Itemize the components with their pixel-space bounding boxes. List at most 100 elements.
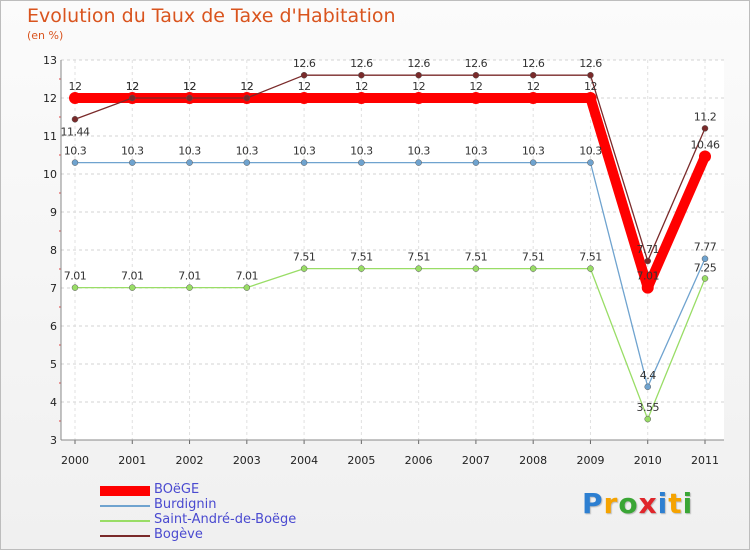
x-tick-label: 2002 [176, 454, 204, 467]
series-line [74, 161, 706, 388]
legend-label: Saint-André-de-Boëge [154, 512, 297, 527]
y-tick-label: 13 [43, 54, 57, 67]
data-label: 12 [240, 80, 253, 93]
x-tick-label: 2005 [347, 454, 375, 467]
data-point [71, 116, 79, 123]
data-label: 12 [584, 80, 597, 93]
x-tick-label: 2007 [462, 454, 490, 467]
x-tick-label: 2010 [634, 454, 662, 467]
x-tick-label: 2003 [233, 454, 261, 467]
chart-subtitle: (en %) [27, 29, 64, 42]
data-label: 7.25 [694, 262, 717, 275]
data-point [71, 159, 79, 166]
data-label: 7.71 [636, 243, 659, 256]
chart-title: Evolution du Taux de Taxe d'Habitation [27, 5, 396, 27]
y-tick-label: 10 [43, 168, 57, 181]
data-point [355, 92, 368, 104]
data-label: 10.3 [465, 145, 488, 158]
data-label: 12 [527, 80, 540, 93]
data-label: 10.3 [236, 145, 259, 158]
logo-letter: i [682, 487, 694, 520]
data-point [472, 265, 480, 272]
data-point [129, 284, 136, 291]
series-line [74, 267, 706, 420]
logo-letter: r [603, 487, 619, 520]
y-tick-label: 8 [50, 244, 57, 257]
data-label: 7.01 [178, 270, 201, 283]
data-label: 11.2 [694, 110, 717, 123]
data-point [300, 71, 308, 79]
y-tick-label: 6 [50, 320, 57, 333]
data-point [701, 275, 709, 282]
data-label: 10.3 [178, 145, 201, 158]
data-point [415, 265, 422, 272]
data-point [529, 159, 537, 166]
data-label: 12.6 [465, 57, 488, 70]
x-tick-label: 2004 [290, 454, 318, 467]
data-label: 7.01 [636, 270, 659, 283]
data-point [529, 71, 537, 79]
data-point [587, 265, 594, 272]
data-point [641, 281, 654, 294]
data-label: 12.6 [407, 57, 430, 70]
y-tick-label: 11 [43, 130, 57, 143]
logo-letter: t [668, 487, 683, 520]
data-point [186, 159, 193, 166]
legend-label: BOëGE [154, 482, 200, 497]
x-tick-label: 2001 [118, 454, 146, 467]
data-point [243, 94, 251, 102]
data-label: 10.3 [293, 145, 316, 158]
data-label: 7.77 [694, 241, 717, 254]
data-label: 11.44 [61, 125, 90, 138]
data-label: 10.3 [407, 145, 430, 158]
legend-swatch [100, 486, 150, 496]
data-label: 12.6 [293, 57, 316, 70]
data-label: 12 [126, 80, 139, 93]
data-point [472, 159, 480, 166]
data-point [300, 265, 308, 272]
legend-swatch [100, 520, 150, 522]
legend-swatch [100, 535, 150, 537]
data-point [587, 159, 594, 166]
data-label: 12 [469, 80, 482, 93]
data-point [644, 383, 651, 391]
data-point [129, 94, 136, 102]
x-tick-label: 2000 [61, 454, 89, 467]
y-tick-label: 4 [50, 396, 57, 409]
data-label: 10.3 [350, 145, 373, 158]
x-tick-label: 2009 [576, 454, 604, 467]
data-label: 7.51 [522, 251, 545, 264]
data-point [701, 125, 709, 132]
data-point [71, 284, 79, 291]
y-tick-label: 5 [50, 358, 57, 371]
data-label: 12 [69, 80, 82, 93]
data-point [529, 265, 537, 272]
data-point [358, 159, 365, 166]
logo-letter: o [618, 487, 639, 520]
data-point [358, 265, 365, 272]
data-label: 7.51 [579, 251, 602, 264]
series-line [74, 74, 706, 262]
data-label: 10.46 [691, 139, 720, 152]
data-label: 7.51 [293, 251, 316, 264]
logo-letter: x [638, 487, 658, 520]
data-point [472, 71, 480, 79]
data-label: 10.3 [121, 145, 144, 158]
data-label: 12.6 [350, 57, 373, 70]
data-point [300, 159, 308, 166]
logo-letter: P [582, 487, 604, 520]
legend-swatch [100, 505, 150, 507]
data-point [587, 71, 594, 79]
data-label: 12 [126, 80, 139, 93]
data-label: 7.01 [236, 270, 259, 283]
legend-label: Bogève [154, 527, 203, 542]
data-point [186, 284, 193, 291]
data-point [69, 92, 81, 104]
data-point [298, 92, 311, 104]
y-tick-label: 3 [50, 434, 57, 447]
data-label: 7.51 [350, 251, 373, 264]
data-point [415, 159, 422, 166]
data-label: 12 [183, 80, 196, 93]
data-label: 7.51 [407, 251, 430, 264]
data-point [412, 92, 425, 104]
